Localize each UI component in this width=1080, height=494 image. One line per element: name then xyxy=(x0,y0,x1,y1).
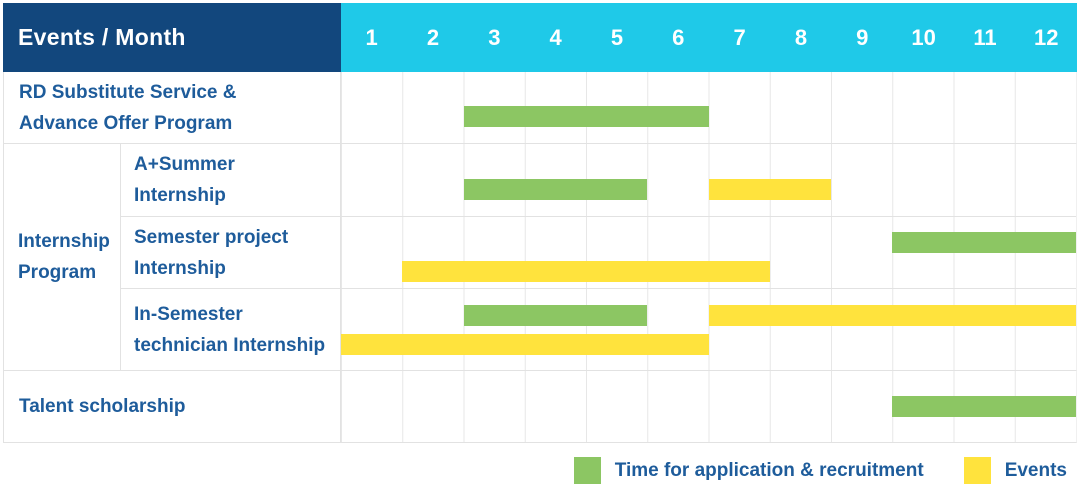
event-bar xyxy=(341,333,709,355)
events-yellow-swatch-icon xyxy=(963,457,991,484)
row-in-semester-technician-internship: In-Semester technician Internship xyxy=(121,289,1076,370)
legend-item-events: Events xyxy=(963,457,1067,484)
legend-label-application: Time for application & recruitment xyxy=(614,459,924,481)
table-header-row: Events / Month 1 2 3 4 5 6 7 8 9 10 11 12 xyxy=(3,3,1077,72)
event-bar xyxy=(708,304,1076,326)
row-label-talent-scholarship: Talent scholarship xyxy=(4,371,341,442)
legend-label-events: Events xyxy=(1004,459,1067,481)
application-bar xyxy=(463,106,709,127)
month-header-8: 8 xyxy=(794,24,808,50)
application-bar xyxy=(892,231,1076,253)
bar-lane xyxy=(341,106,1076,127)
table-title-cell: Events / Month xyxy=(3,3,341,72)
group-rows-internship: A+Summer Internship Semester project Int… xyxy=(121,144,1076,370)
row-rd-substitute: RD Substitute Service & Advance Offer Pr… xyxy=(3,72,1077,144)
legend-item-application: Time for application & recruitment xyxy=(573,457,924,484)
chart-cell-rd-substitute xyxy=(341,72,1076,143)
month-header-12: 12 xyxy=(1034,24,1059,50)
group-internship-program: Internship Program A+Summer Internship S… xyxy=(3,144,1077,371)
month-header-6: 6 xyxy=(672,24,685,50)
month-header-7: 7 xyxy=(733,24,746,50)
month-header-1: 1 xyxy=(365,24,378,50)
event-bar xyxy=(402,260,770,282)
group-label-internship-program: Internship Program xyxy=(4,144,121,370)
bar-lane xyxy=(341,178,1076,200)
row-label-in-semester-technician: In-Semester technician Internship xyxy=(121,289,341,370)
month-header: 1 2 3 4 5 6 7 8 9 10 11 12 xyxy=(341,3,1077,72)
application-bar xyxy=(892,396,1076,417)
bar-lane xyxy=(341,304,1076,326)
row-label-a-summer: A+Summer Internship xyxy=(121,144,341,216)
month-header-10: 10 xyxy=(911,24,936,50)
application-green-swatch-icon xyxy=(573,457,601,484)
chart-cell-in-semester-technician xyxy=(341,289,1076,370)
bar-lane xyxy=(341,333,1076,355)
row-label-rd-substitute: RD Substitute Service & Advance Offer Pr… xyxy=(4,72,341,143)
month-header-11: 11 xyxy=(973,24,997,50)
chart-cell-talent-scholarship xyxy=(341,371,1076,442)
table-title: Events / Month xyxy=(18,24,186,50)
row-talent-scholarship: Talent scholarship xyxy=(3,371,1077,443)
bar-lane xyxy=(341,260,1076,282)
row-label-semester-project: Semester project Internship xyxy=(121,217,341,288)
month-header-9: 9 xyxy=(856,24,869,50)
row-a-summer-internship: A+Summer Internship xyxy=(121,144,1076,217)
application-bar xyxy=(463,178,648,200)
application-bar xyxy=(463,304,648,326)
chart-cell-a-summer xyxy=(341,144,1076,216)
month-header-2: 2 xyxy=(426,24,440,50)
month-header-5: 5 xyxy=(610,24,624,50)
row-semester-project-internship: Semester project Internship xyxy=(121,217,1076,289)
legend: Time for application & recruitment Event… xyxy=(3,457,1077,484)
chart-cell-semester-project xyxy=(341,217,1076,288)
bar-lane xyxy=(341,396,1076,417)
event-bar xyxy=(708,178,831,200)
events-month-table: Events / Month 1 2 3 4 5 6 7 8 9 10 11 12 RD Substi… xyxy=(3,3,1077,443)
bar-lane xyxy=(341,231,1076,253)
month-header-3: 3 xyxy=(488,24,501,50)
month-header-4: 4 xyxy=(549,24,562,50)
